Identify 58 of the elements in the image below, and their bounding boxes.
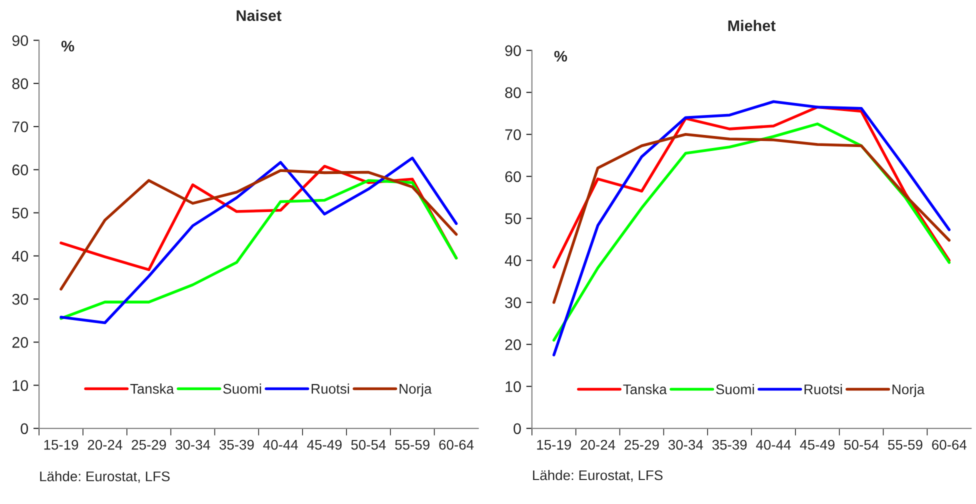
y-tick-label: 10: [12, 380, 28, 391]
x-tick-label: 30-34: [668, 440, 703, 450]
x-tick-label: 50-54: [844, 440, 879, 450]
legend-label: Ruotsi: [804, 384, 842, 394]
y-tick-label: 10: [506, 381, 521, 392]
y-tick-label: 70: [505, 129, 521, 140]
x-tick-label: 40-44: [756, 440, 791, 450]
x-tick-label: 55-59: [395, 440, 430, 450]
x-tick-label: 30-34: [176, 440, 210, 450]
x-tick-label: 20-24: [88, 440, 122, 450]
legend-label: Ruotsi: [312, 384, 350, 394]
x-tick-label: 15-19: [44, 440, 78, 450]
x-tick-label: 40-44: [263, 440, 298, 450]
x-tick-label: 55-59: [888, 440, 922, 450]
y-tick-label: 0: [514, 423, 521, 434]
legend-label: Suomi: [223, 384, 262, 394]
y-tick-label: 90: [12, 35, 28, 46]
y-tick-label: 90: [505, 45, 521, 56]
y-axis-title: %: [61, 40, 74, 52]
line-series: [552, 133, 951, 304]
y-tick-label: 40: [504, 255, 521, 266]
chart-title: Naiset: [236, 10, 282, 22]
legend-label: Tanska: [130, 384, 174, 394]
legend-label: Tanska: [623, 384, 667, 394]
x-tick-label: 45-49: [307, 440, 342, 450]
y-tick-label: 40: [12, 250, 28, 262]
text: Lähde: Eurostat, LFS: [40, 471, 170, 483]
y-tick-label: 80: [505, 87, 521, 98]
x-tick-label: 60-64: [439, 440, 474, 450]
line-series: [60, 169, 458, 291]
chart-title: Miehet: [728, 20, 776, 32]
y-axis-title: %: [554, 50, 568, 62]
x-tick-label: 25-29: [624, 440, 659, 450]
x-tick-label: 60-64: [932, 440, 967, 450]
y-tick-label: 80: [12, 78, 28, 90]
line-series: [60, 179, 458, 320]
y-tick-label: 70: [12, 121, 28, 132]
y-tick-label: 60: [12, 164, 28, 176]
y-tick-label: 30: [12, 294, 28, 305]
x-tick-label: 50-54: [351, 440, 386, 450]
legend-label: Suomi: [716, 384, 754, 394]
x-tick-label: 35-39: [219, 440, 254, 450]
y-tick-label: 0: [20, 423, 28, 434]
x-tick-label: 20-24: [580, 440, 616, 450]
line-series: [60, 156, 458, 324]
x-tick-label: 25-29: [132, 440, 166, 450]
x-tick-label: 15-19: [537, 440, 571, 450]
legend-label: Norja: [400, 384, 432, 396]
y-tick-label: 50: [12, 208, 28, 218]
y-tick-label: 60: [505, 171, 521, 182]
y-tick-label: 30: [505, 297, 521, 308]
y-tick-label: 50: [505, 213, 521, 224]
x-tick-label: 35-39: [712, 440, 747, 450]
y-tick-label: 20: [12, 337, 28, 348]
x-tick-label: 45-49: [800, 440, 835, 450]
text: Lähde: Eurostat, LFS: [533, 470, 663, 482]
y-tick-label: 20: [505, 339, 521, 350]
legend-label: Norja: [892, 384, 925, 397]
